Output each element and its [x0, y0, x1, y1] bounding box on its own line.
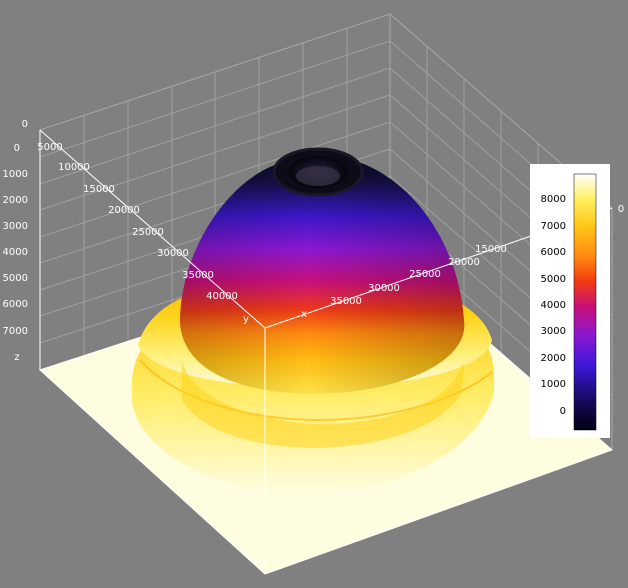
- z-axis-label: z: [14, 352, 19, 363]
- y-tick: 25000: [132, 227, 164, 238]
- x-tick: 30000: [368, 283, 400, 294]
- colorbar-tick: 5000: [541, 274, 566, 285]
- colorbar-panel: [530, 164, 610, 438]
- colorbar-tick: 3000: [541, 326, 566, 337]
- colorbar-side-label: 0: [618, 204, 624, 215]
- z-tick: 0: [14, 143, 20, 154]
- colorbar: 8000 7000 6000 5000 4000 3000 2000 1000 …: [530, 164, 610, 438]
- colorbar-tick: 7000: [541, 221, 566, 232]
- z-tick: 6000: [3, 299, 28, 310]
- z-tick: 1000: [3, 169, 28, 180]
- y-tick: 40000: [206, 291, 238, 302]
- y-tick: 20000: [108, 205, 140, 216]
- y-axis: 5000 10000 15000 20000 25000 30000 35000…: [37, 142, 249, 325]
- colorbar-tick: 4000: [541, 300, 566, 311]
- surface-body: [132, 147, 494, 494]
- z-tick: 3000: [3, 221, 28, 232]
- x-tick: 20000: [448, 257, 480, 268]
- colorbar-tick: 2000: [541, 353, 566, 364]
- z-axis: 0 0 1000 2000 3000 4000 5000 6000 7000 z: [3, 119, 28, 363]
- y-tick: 30000: [157, 248, 189, 259]
- y-tick: 35000: [182, 270, 214, 281]
- colorbar-tick: 1000: [541, 379, 566, 390]
- x-axis-label: x: [301, 309, 307, 320]
- x-axis: 15000 20000 25000 30000 35000 x: [301, 244, 507, 320]
- z-tick: 7000: [3, 326, 28, 337]
- z-tick: 4000: [3, 247, 28, 258]
- colorbar-tick: 8000: [541, 194, 566, 205]
- colorbar-ramp: [573, 173, 597, 431]
- z-tick: 0: [22, 119, 28, 130]
- x-tick: 35000: [330, 296, 362, 307]
- x-tick: 15000: [475, 244, 507, 255]
- y-axis-label: y: [243, 314, 249, 325]
- x-tick: 25000: [409, 269, 441, 280]
- z-tick: 5000: [3, 273, 28, 284]
- y-tick: 5000: [37, 142, 62, 153]
- z-tick: 2000: [3, 195, 28, 206]
- colorbar-tick: 0: [560, 406, 566, 417]
- y-tick: 15000: [83, 184, 115, 195]
- y-tick: 10000: [58, 162, 90, 173]
- colorbar-tick: 6000: [541, 247, 566, 258]
